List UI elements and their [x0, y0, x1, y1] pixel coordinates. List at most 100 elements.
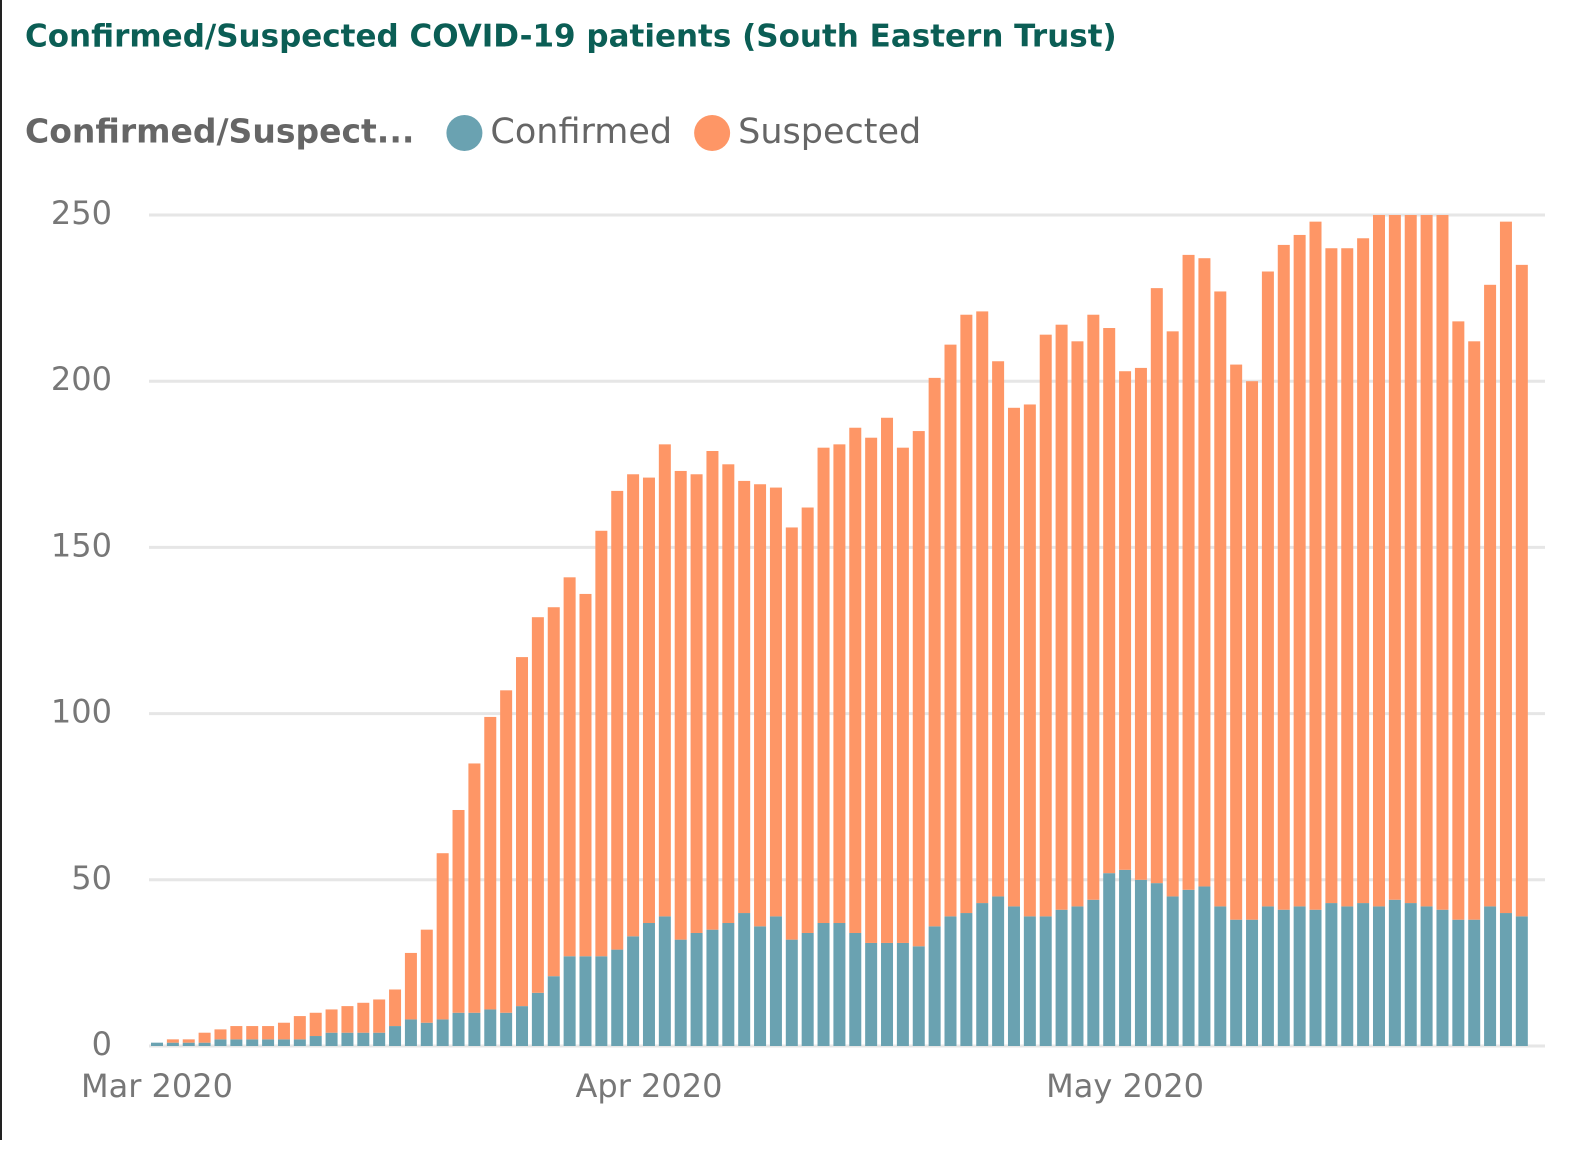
bar-segment	[690, 474, 703, 933]
bar-segment	[1150, 883, 1163, 1046]
bar-segment	[928, 926, 941, 1046]
bar-segment	[1150, 288, 1163, 884]
bar-segment	[357, 1002, 370, 1033]
bar-segment	[1119, 869, 1132, 1046]
bar-segment	[1404, 215, 1417, 904]
bar-segment	[1468, 341, 1481, 920]
bar-segment	[214, 1039, 227, 1046]
bar-segment	[151, 1042, 163, 1046]
bar-segment	[1007, 906, 1020, 1046]
bar-segment	[341, 1006, 354, 1033]
y-tick-label: 0	[92, 1025, 112, 1063]
bar-segment	[579, 593, 592, 957]
bar-segment	[420, 1022, 433, 1046]
bar-segment	[452, 1012, 465, 1046]
bar-segment	[1436, 909, 1449, 1046]
bar-segment	[1452, 919, 1465, 1046]
bar-segment	[389, 1026, 402, 1046]
bar-segment	[1420, 906, 1433, 1046]
bar-segment	[706, 929, 719, 1046]
bar-segment	[1039, 334, 1052, 917]
bar-segment	[1246, 919, 1259, 1046]
bar-segment	[452, 809, 465, 1013]
bar-segment	[881, 417, 894, 943]
bar-segment	[516, 1006, 529, 1046]
bar-segment	[500, 690, 513, 1013]
bar-segment	[674, 470, 687, 940]
bar-segment	[627, 474, 640, 937]
bar-segment	[1071, 906, 1084, 1046]
bar-segment	[531, 992, 544, 1046]
bar-segment	[214, 1029, 227, 1040]
bar-segment	[246, 1026, 259, 1040]
bar-segment	[1372, 215, 1385, 907]
bar-segment	[1246, 381, 1259, 920]
legend-label: Confirmed	[490, 112, 672, 152]
bar-segment	[1341, 248, 1354, 907]
bar-segment	[785, 527, 798, 940]
bar-segment	[1468, 919, 1481, 1046]
bar-segment	[611, 949, 624, 1046]
bar-segment	[341, 1032, 354, 1046]
bar-segment	[642, 477, 655, 924]
bar-segment	[1166, 896, 1179, 1046]
bar-segment	[833, 923, 846, 1046]
bar-segment	[627, 936, 640, 1046]
bar-segment	[992, 361, 1005, 897]
bar-segment	[1420, 215, 1433, 907]
axes: 0 50 100 150 200 250 Mar 2020 Apr 2020 May 2020	[51, 194, 1204, 1105]
bar-segment	[1452, 321, 1465, 920]
bar-segment	[563, 956, 576, 1046]
bar-segment	[468, 1012, 481, 1046]
bar-segment	[404, 952, 417, 1020]
bar-segment	[1325, 248, 1338, 904]
y-tick-label: 100	[51, 693, 112, 731]
bar-segment	[690, 932, 703, 1046]
chart-title: Confirmed/Suspected COVID-19 patients (S…	[25, 19, 1117, 55]
bar-segment	[246, 1039, 259, 1046]
bar-segment	[166, 1039, 179, 1043]
bar-segment	[547, 976, 560, 1046]
bar-segment	[1499, 913, 1512, 1046]
bar-segment	[262, 1039, 275, 1046]
bar-segment	[309, 1036, 322, 1046]
bar-segment	[912, 431, 925, 947]
bar-segment	[293, 1016, 306, 1040]
bar-segment	[754, 484, 767, 927]
bar-segment	[293, 1039, 306, 1046]
bar-segment	[1023, 404, 1036, 917]
bar-segment	[1214, 906, 1227, 1046]
bar-segment	[1484, 906, 1497, 1046]
y-tick-label: 250	[51, 194, 112, 232]
bar-segment	[531, 617, 544, 993]
bar-segment	[1103, 873, 1116, 1046]
x-tick-label: Apr 2020	[575, 1067, 722, 1105]
bar-segment	[182, 1042, 195, 1046]
bar-segment	[642, 923, 655, 1046]
y-tick-label: 50	[71, 859, 112, 897]
bar-segment	[325, 1009, 338, 1033]
bar-segment	[1515, 916, 1528, 1046]
y-tick-label: 200	[51, 360, 112, 398]
bar-segment	[1007, 407, 1020, 907]
bar-segment	[1499, 221, 1512, 914]
bar-segment	[754, 926, 767, 1046]
bar-segment	[1214, 291, 1227, 907]
bar-segment	[960, 913, 973, 1046]
bar-segment	[1071, 341, 1084, 907]
bar-segment	[1293, 234, 1306, 907]
bar-segment	[1277, 244, 1290, 910]
bar-segment	[769, 487, 782, 917]
legend-label: Suspected	[738, 112, 921, 152]
bar-segment	[1039, 916, 1052, 1046]
bar-segment	[436, 1019, 449, 1046]
bar-segment	[579, 956, 592, 1046]
bar-segment	[500, 1012, 513, 1046]
bar-segment	[563, 577, 576, 957]
bar-segment	[436, 853, 449, 1020]
bar-segment	[389, 989, 402, 1027]
bar-segment	[1325, 903, 1338, 1046]
bar-segment	[722, 464, 735, 924]
bar-segment	[944, 916, 957, 1046]
bar-segment	[262, 1026, 275, 1040]
